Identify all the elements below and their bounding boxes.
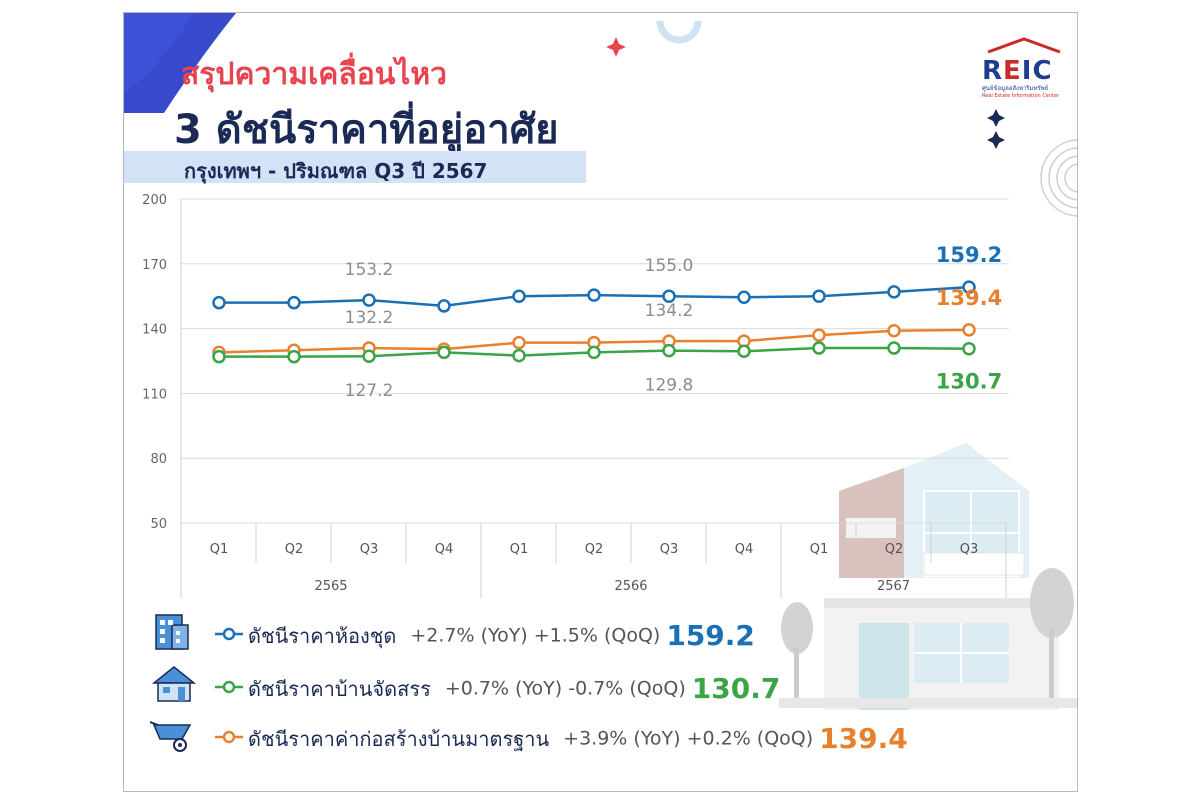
- data-point: [962, 341, 976, 356]
- data-point: [737, 344, 751, 359]
- legend-marker-construction: [215, 730, 243, 744]
- x-tick-label: Q3: [660, 542, 679, 557]
- data-point: [437, 345, 451, 360]
- data-point: [812, 289, 826, 303]
- data-point: [587, 288, 601, 302]
- legend-change: +3.9% (YoY) +0.2% (QoQ): [563, 727, 814, 750]
- ring-icon: [656, 20, 702, 44]
- data-point: [512, 348, 526, 363]
- wheelbarrow-icon: [149, 719, 198, 757]
- x-year-label: 2567: [877, 579, 910, 594]
- legend-value: 139.4: [819, 721, 908, 755]
- data-label: 153.2: [345, 260, 394, 280]
- data-point: [212, 349, 226, 364]
- legend-value: 130.7: [691, 671, 781, 705]
- data-point: [362, 349, 376, 363]
- subtitle: กรุงเทพฯ - ปริมณฑล Q3 ปี 2567: [184, 159, 488, 183]
- house-illustration: [779, 443, 1077, 710]
- x-tick-label: Q2: [585, 542, 604, 557]
- legend-marker-house: [215, 680, 243, 694]
- data-point: [962, 323, 976, 337]
- data-point: [212, 295, 226, 310]
- legend-marker-condo: [215, 627, 243, 641]
- logo-letter-r: R: [982, 56, 1004, 86]
- data-point: [887, 341, 901, 355]
- house-icon: [150, 663, 198, 707]
- legend-name: ดัชนีราคาค่าก่อสร้างบ้านมาตรฐาน: [248, 726, 550, 751]
- y-tick-label: 80: [150, 452, 167, 467]
- subtitle-bar: [124, 151, 586, 183]
- x-tick-label: Q1: [510, 542, 529, 557]
- decoration-layer: [124, 13, 1077, 710]
- legend-name: ดัชนีราคาบ้านจัดสรร: [248, 676, 431, 701]
- sparkle-icon: [987, 131, 1005, 149]
- data-point: [887, 324, 901, 338]
- x-tick-label: Q4: [735, 542, 754, 557]
- legend-item-construction: ดัชนีราคาค่าก่อสร้างบ้านมาตรฐาน +3.9% (Yo…: [214, 721, 908, 755]
- legend-name: ดัชนีราคาห้องชุด: [248, 623, 397, 648]
- data-point: [662, 343, 676, 358]
- logo-roof-icon: [987, 37, 1061, 54]
- sparkle-icon: [606, 37, 626, 57]
- data-point: [437, 299, 451, 313]
- data-label: 139.4: [936, 286, 1002, 310]
- y-tick-label: 140: [142, 323, 167, 338]
- chart-data-labels: 153.2 155.0 159.2 132.2 134.2 139.4 127.2 129.8…: [345, 243, 1003, 401]
- infographic-frame: สรุปความเคลื่อนไหว 3 ดัชนีราคาที่อยู่อาศ…: [123, 12, 1078, 792]
- condo-building-icon: [150, 611, 194, 655]
- corner-swoosh-light: [124, 13, 194, 93]
- x-year-label: 2565: [314, 579, 347, 594]
- concentric-arcs: [1040, 139, 1077, 217]
- legend-change: +0.7% (YoY) -0.7% (QoQ): [444, 677, 686, 700]
- x-tick-label: Q3: [360, 542, 379, 557]
- y-tick-label: 50: [150, 517, 167, 532]
- data-point: [812, 328, 826, 342]
- chart-series: [212, 280, 976, 364]
- data-point: [512, 335, 526, 350]
- logo-subtitle-en: Real Estate Information Center: [982, 93, 1060, 99]
- y-tick-label: 110: [142, 387, 167, 402]
- x-tick-label: Q1: [810, 542, 829, 557]
- legend-value: 159.2: [666, 618, 755, 652]
- line-chart: 200 170 140 110 80 50 Q1 Q2 Q3 Q4 Q1 Q2 Q3 Q4 Q1 Q2 Q3 25…: [142, 193, 1009, 598]
- y-tick-label: 170: [142, 258, 167, 273]
- data-label: 159.2: [936, 243, 1002, 267]
- data-point: [812, 341, 826, 355]
- legend-item-house: ดัชนีราคาบ้านจัดสรร +0.7% (YoY) -0.7% (Qo…: [214, 671, 781, 705]
- chart-grid: [181, 198, 1009, 524]
- data-point: [362, 293, 376, 307]
- logo-letter-e: E: [1003, 56, 1022, 86]
- x-tick-label: Q1: [210, 542, 229, 557]
- x-tick-label: Q3: [960, 542, 979, 557]
- title-line-2: 3 ดัชนีราคาที่อยู่อาศัย: [174, 107, 559, 153]
- data-label: 127.2: [345, 381, 394, 401]
- data-label: 132.2: [345, 308, 394, 328]
- y-tick-label: 200: [142, 193, 167, 208]
- x-tick-label: Q2: [285, 542, 304, 557]
- x-tick-label: Q2: [885, 542, 904, 557]
- sparkle-icon: [987, 109, 1005, 127]
- data-point: [587, 345, 601, 360]
- data-point: [887, 285, 901, 299]
- data-point: [287, 349, 301, 364]
- data-point: [962, 280, 976, 294]
- data-label: 134.2: [645, 301, 694, 321]
- logo-letters-ic: IC: [1021, 56, 1053, 86]
- data-point: [737, 290, 751, 305]
- data-label: 129.8: [645, 376, 694, 396]
- legend-change: +2.7% (YoY) +1.5% (QoQ): [410, 624, 661, 647]
- chart-axes: 200 170 140 110 80 50 Q1 Q2 Q3 Q4 Q1 Q2 Q3 Q4 Q1 Q2 Q3 25…: [142, 193, 1007, 598]
- title-line-1: สรุปความเคลื่อนไหว: [181, 57, 447, 92]
- data-point: [287, 295, 301, 310]
- data-point: [512, 289, 526, 303]
- logo-subtitle-th: ศูนย์ข้อมูลอสังหาริมทรัพย์: [982, 85, 1049, 92]
- x-tick-label: Q4: [435, 542, 454, 557]
- data-label: 130.7: [936, 370, 1002, 394]
- data-label: 155.0: [645, 256, 694, 276]
- data-point: [662, 289, 676, 303]
- reic-logo: REIC ศูนย์ข้อมูลอสังหาริมทรัพย์ Real Est…: [982, 37, 1066, 100]
- x-year-label: 2566: [614, 579, 647, 594]
- legend-item-condo: ดัชนีราคาห้องชุด +2.7% (YoY) +1.5% (QoQ) 1…: [214, 618, 755, 652]
- logo-wordmark: REIC: [982, 57, 1066, 85]
